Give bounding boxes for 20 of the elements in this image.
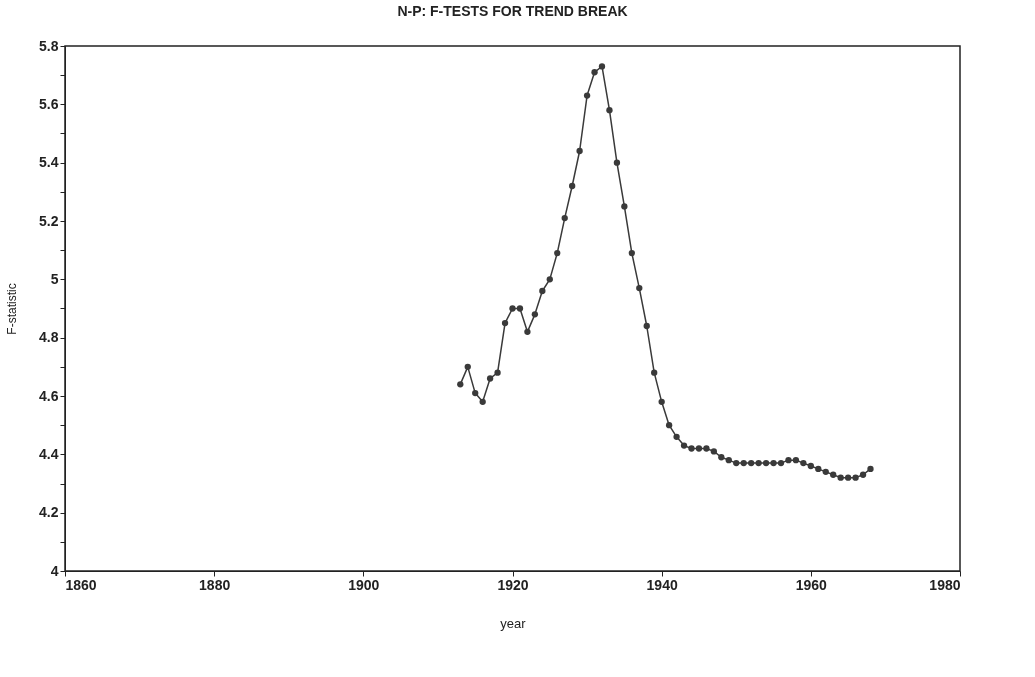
y-tick-label: 5	[50, 270, 59, 287]
y-tick-label: 4.8	[39, 329, 59, 346]
x-axis-title: year	[500, 615, 527, 631]
x-tick-label: 1980	[929, 576, 961, 593]
x-tick-label: 1960	[795, 576, 828, 593]
x-tick-label: 1920	[497, 576, 529, 593]
y-tick-label: 4.6	[39, 387, 59, 404]
chart-title: N-P: F-TESTS FOR TREND BREAK	[397, 3, 628, 19]
x-tick-label: 1880	[199, 576, 231, 593]
y-tick-label: 5.6	[39, 95, 59, 112]
y-tick-label: 5.4	[39, 154, 59, 171]
y-tick-label: 4	[50, 562, 59, 579]
x-tick-label: 1940	[646, 576, 678, 593]
y-tick-label: 5.2	[39, 212, 59, 229]
x-tick-label: 1900	[348, 576, 380, 593]
y-tick-label: 4.4	[39, 445, 59, 462]
y-tick-label: 5.8	[39, 37, 59, 54]
x-tick-label: 1860	[65, 576, 97, 593]
y-axis-title: F-statistic	[5, 283, 20, 335]
y-tick-label: 4.2	[39, 504, 59, 521]
